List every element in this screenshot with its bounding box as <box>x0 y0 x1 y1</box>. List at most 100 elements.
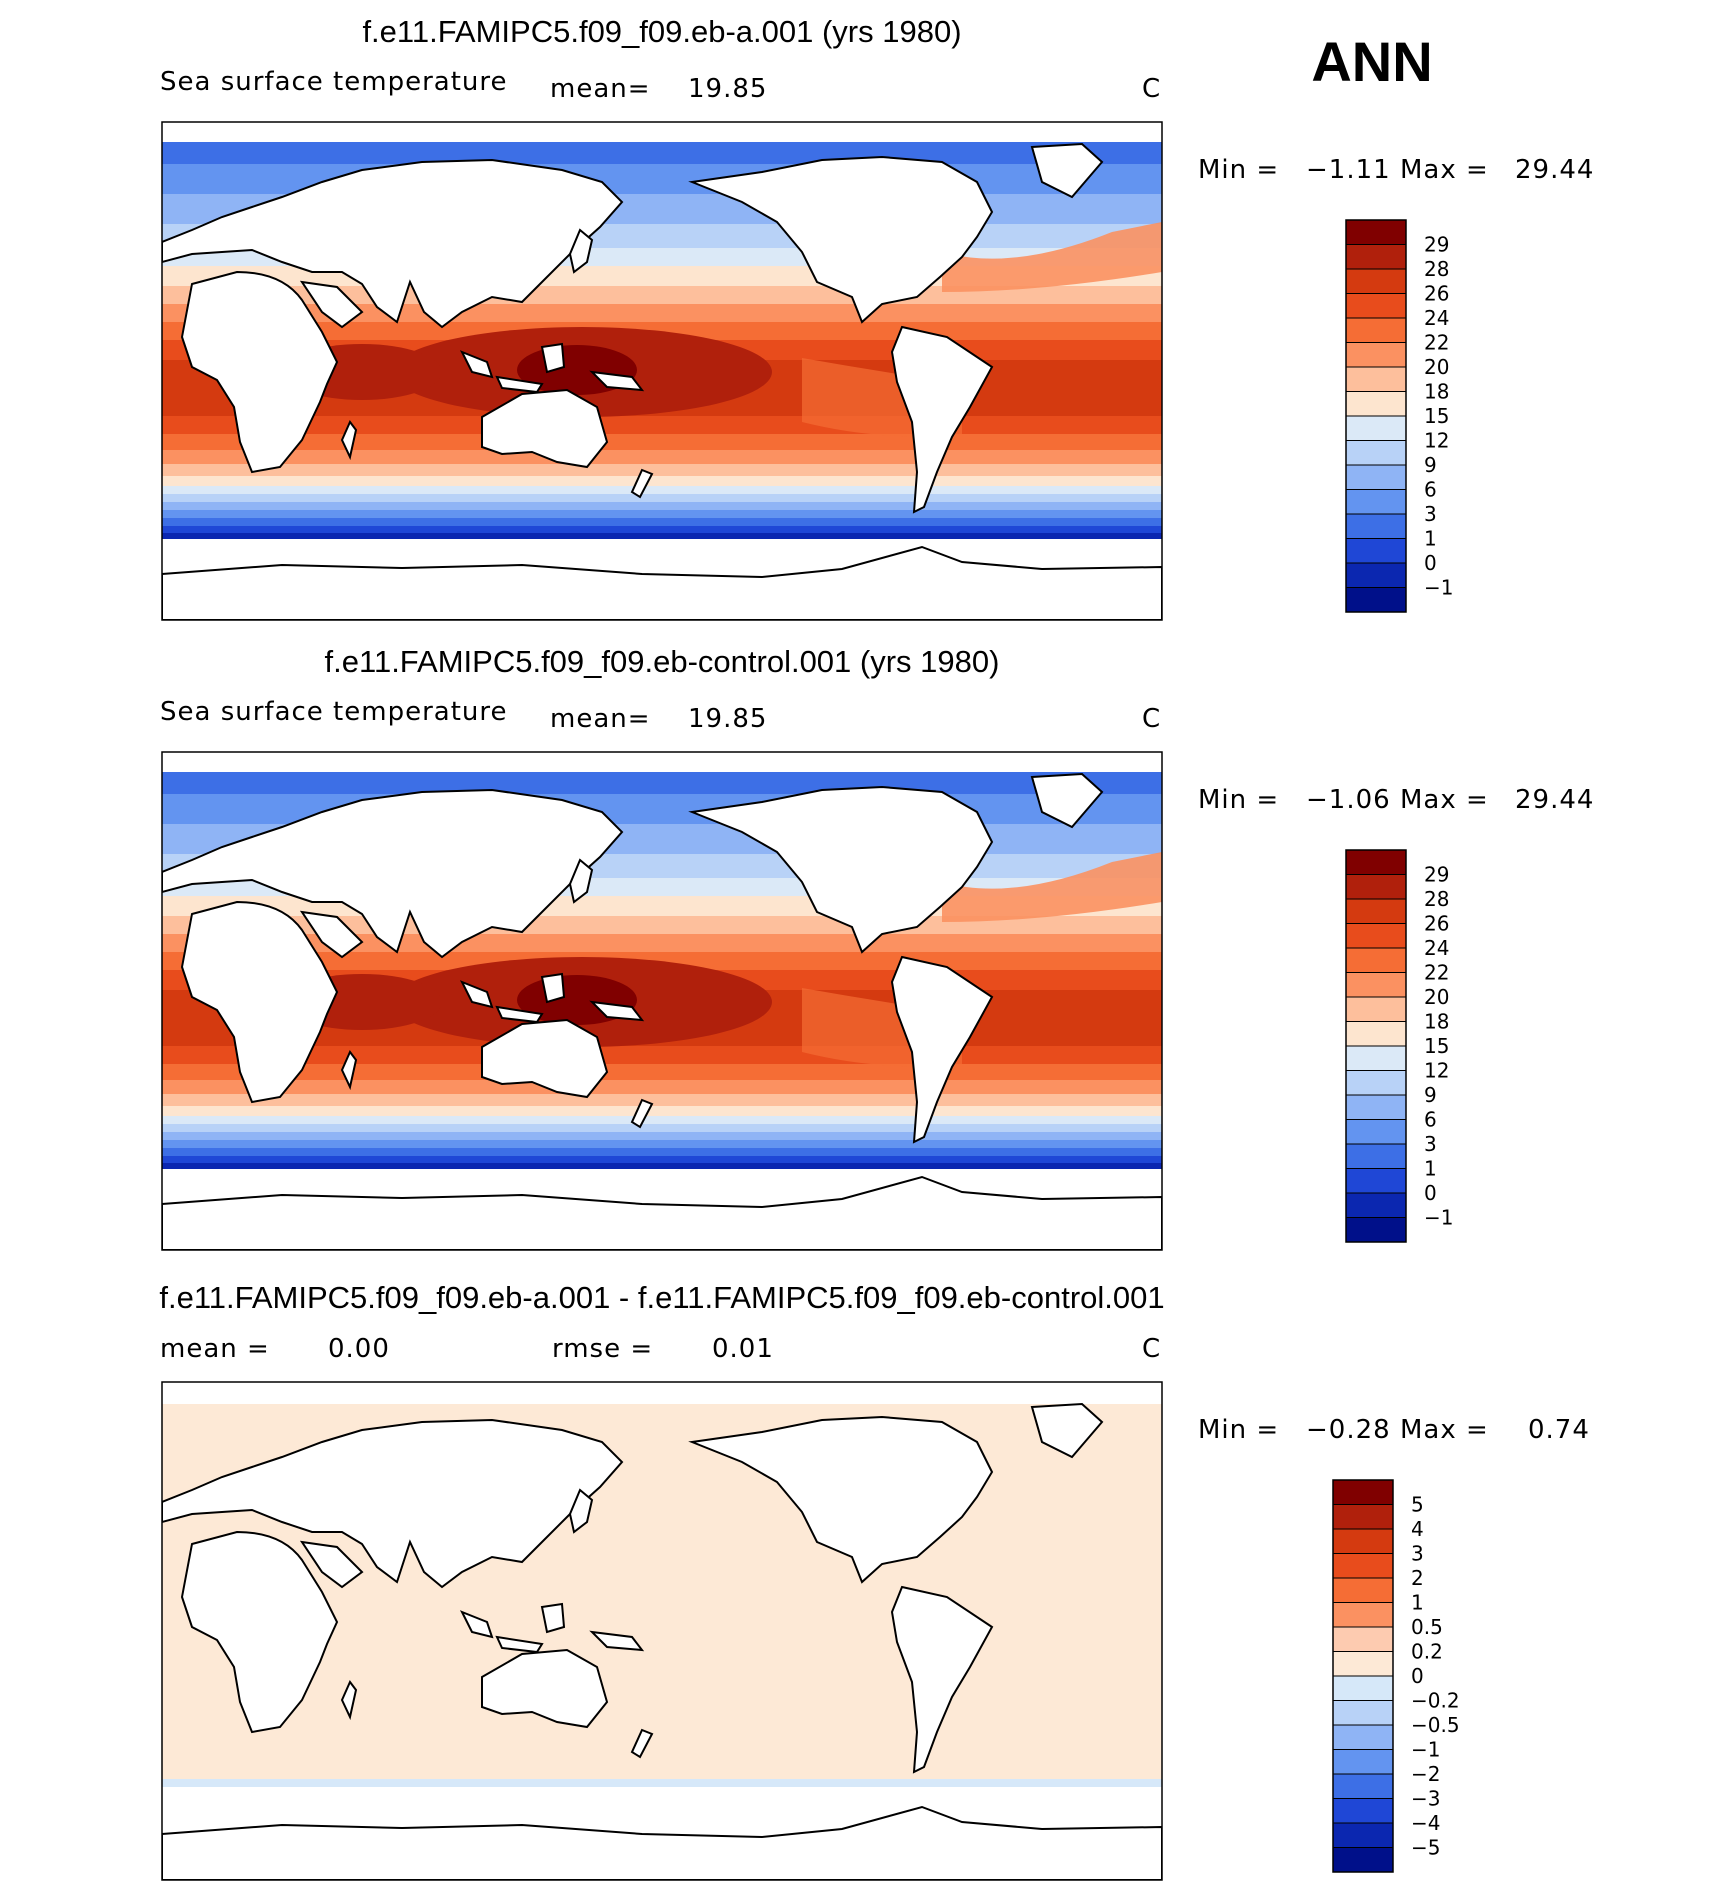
colorbar-frame <box>1345 219 1407 613</box>
colorbar-tick-label: 1 <box>1411 1591 1424 1615</box>
panel-2-mean-value: 19.85 <box>688 704 767 734</box>
colorbar-tick-label: 2 <box>1411 1566 1424 1590</box>
panel-1-variable: Sea surface temperature <box>160 67 507 97</box>
colorbar-tick-label: −1 <box>1424 1206 1453 1230</box>
colorbar-tick-label: 5 <box>1411 1493 1424 1517</box>
colorbar-tick-label: −1 <box>1424 576 1453 600</box>
panel-1-title: f.e11.FAMIPC5.f09_f09.eb-a.001 (yrs 1980… <box>362 14 961 49</box>
colorbar-swatch <box>1345 874 1407 900</box>
panel-2-title: f.e11.FAMIPC5.f09_f09.eb-control.001 (yr… <box>325 644 1000 679</box>
colorbar-tick-label: 0 <box>1424 551 1437 575</box>
season-label: ANN <box>1311 30 1432 93</box>
colorbar-swatch <box>1345 342 1407 368</box>
panel-2-min-label: Min = <box>1198 785 1279 815</box>
colorbar-tick-label: −4 <box>1411 1811 1440 1835</box>
colorbar-tick-label: 18 <box>1424 380 1449 404</box>
panel-1-units: C <box>1142 74 1161 104</box>
colorbar-tick-label: 0 <box>1424 1181 1437 1205</box>
colorbar-swatch <box>1345 244 1407 270</box>
colorbar-tick-label: −0.2 <box>1411 1689 1460 1713</box>
panel-3-map <box>161 1381 1163 1881</box>
colorbar-tick-label: −5 <box>1411 1836 1440 1860</box>
colorbar-swatch <box>1345 268 1407 294</box>
panel-3-min-value: −0.28 <box>1306 1415 1391 1445</box>
colorbar-tick-label: 20 <box>1424 985 1449 1009</box>
colorbar-swatch <box>1332 1602 1394 1628</box>
colorbar-swatch <box>1345 440 1407 466</box>
colorbar-tick-label: 6 <box>1424 1108 1437 1132</box>
colorbar-swatch <box>1332 1773 1394 1799</box>
panel-1-frame <box>161 121 1163 621</box>
colorbar-swatch <box>1345 1045 1407 1071</box>
colorbar-swatch <box>1345 317 1407 343</box>
colorbar-swatch <box>1332 1626 1394 1652</box>
colorbar-tick-label: 0.2 <box>1411 1640 1443 1664</box>
colorbar-swatch <box>1345 1168 1407 1194</box>
colorbar-swatch <box>1345 415 1407 441</box>
colorbar-swatch <box>1345 996 1407 1022</box>
panel-2-max-value: 29.44 <box>1515 785 1594 815</box>
colorbar-tick-label: 12 <box>1424 1059 1449 1083</box>
colorbar-tick-label: 9 <box>1424 453 1437 477</box>
colorbar-swatch <box>1345 538 1407 564</box>
colorbar-frame <box>1332 1479 1394 1873</box>
colorbar-tick-label: 12 <box>1424 429 1449 453</box>
colorbar-swatch <box>1332 1504 1394 1530</box>
colorbar-tick-label: 1 <box>1424 527 1437 551</box>
panel-3-max-value: 0.74 <box>1528 1415 1590 1445</box>
panel-2-variable: Sea surface temperature <box>160 697 507 727</box>
colorbar-swatch <box>1345 972 1407 998</box>
colorbar-swatch <box>1345 562 1407 588</box>
colorbar-tick-label: 15 <box>1424 404 1449 428</box>
panel-3-title: f.e11.FAMIPC5.f09_f09.eb-a.001 - f.e11.F… <box>159 1280 1164 1315</box>
colorbar-swatch <box>1332 1577 1394 1603</box>
colorbar-tick-label: 0 <box>1411 1664 1424 1688</box>
colorbar-tick-label: 26 <box>1424 912 1449 936</box>
colorbar-tick-label: −3 <box>1411 1787 1440 1811</box>
colorbar-tick-label: 15 <box>1424 1034 1449 1058</box>
panel-2: f.e11.FAMIPC5.f09_f09.eb-control.001 (yr… <box>160 644 1594 1251</box>
panel-3-max-label: Max = <box>1400 1415 1489 1445</box>
panel-3-min-label: Min = <box>1198 1415 1279 1445</box>
colorbar-tick-label: 29 <box>1424 863 1449 887</box>
panel-3-mean-value: 0.00 <box>328 1334 390 1364</box>
colorbar-tick-label: 4 <box>1411 1517 1424 1541</box>
colorbar-tick-label: 24 <box>1424 306 1449 330</box>
panel-2-mean-label: mean= <box>550 704 651 734</box>
panel-1-min-label: Min = <box>1198 155 1279 185</box>
colorbar-tick-label: 3 <box>1411 1542 1424 1566</box>
colorbar-swatch <box>1332 1553 1394 1579</box>
panel-1-max-value: 29.44 <box>1515 155 1594 185</box>
colorbar-tick-label: −2 <box>1411 1762 1440 1786</box>
panel-3-mean-label: mean = <box>160 1334 270 1364</box>
colorbar-swatch <box>1345 366 1407 392</box>
panel-3-units: C <box>1142 1334 1161 1364</box>
colorbar-tick-label: 1 <box>1424 1157 1437 1181</box>
colorbar-swatch <box>1345 1094 1407 1120</box>
colorbar-swatch <box>1345 923 1407 949</box>
colorbar-tick-label: 18 <box>1424 1010 1449 1034</box>
colorbar-swatch <box>1332 1479 1394 1505</box>
panel-3: f.e11.FAMIPC5.f09_f09.eb-a.001 - f.e11.F… <box>159 1280 1590 1881</box>
colorbar-tick-label: 9 <box>1424 1083 1437 1107</box>
panel-2-max-label: Max = <box>1400 785 1489 815</box>
colorbar-tick-label: 26 <box>1424 282 1449 306</box>
panel-1-max-label: Max = <box>1400 155 1489 185</box>
colorbar-swatch <box>1345 464 1407 490</box>
panel-1-min-value: −1.11 <box>1306 155 1391 185</box>
colorbar-swatch <box>1345 391 1407 417</box>
colorbar-swatch <box>1332 1675 1394 1701</box>
panel-3-rmse-label: rmse = <box>552 1334 653 1364</box>
colorbar-tick-label: 6 <box>1424 478 1437 502</box>
panel-1-mean-value: 19.85 <box>688 74 767 104</box>
colorbar-swatch <box>1332 1700 1394 1726</box>
colorbar-swatch <box>1345 219 1407 245</box>
colorbar-swatch <box>1345 1143 1407 1169</box>
colorbar-swatch <box>1345 849 1407 875</box>
panel-1: f.e11.FAMIPC5.f09_f09.eb-a.001 (yrs 1980… <box>160 14 1594 621</box>
colorbar-swatch <box>1345 1070 1407 1096</box>
colorbar-swatch <box>1332 1749 1394 1775</box>
